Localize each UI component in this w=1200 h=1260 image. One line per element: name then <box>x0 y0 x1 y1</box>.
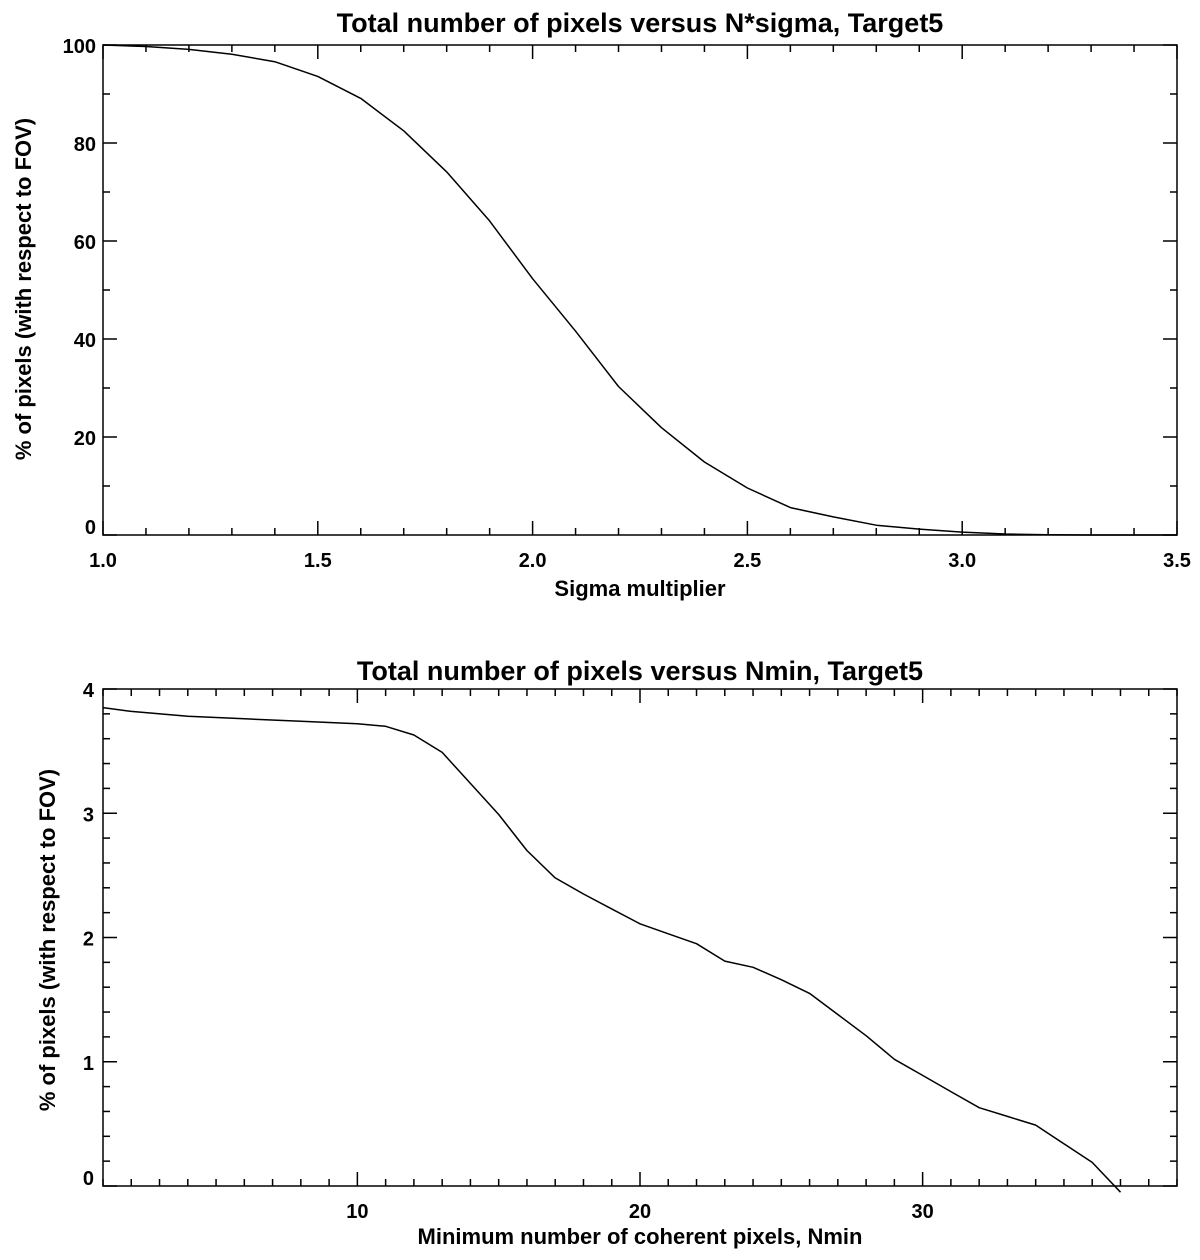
nmin-chart-x-tick-label: 10 <box>346 1201 368 1223</box>
nmin-chart-y-tick-label: 2 <box>83 929 94 951</box>
nmin-chart-x-tick-label: 20 <box>629 1201 651 1223</box>
nmin-chart-frame <box>102 688 1178 1187</box>
sigma-chart-y-tick-label: 0 <box>85 517 96 539</box>
nmin-chart-y-tick-label: 0 <box>83 1168 94 1190</box>
sigma-chart-y-tick-label: 80 <box>74 134 96 156</box>
nmin-chart-tick-labels: 10 20 30 0 1 2 3 4 <box>83 680 934 1223</box>
nmin-chart: Total number of pixels versus Nmin, Targ… <box>35 656 1178 1249</box>
sigma-chart-series <box>102 44 1177 536</box>
nmin-chart-y-axis-label: % of pixels (with respect to FOV) <box>35 769 60 1111</box>
nmin-chart-series-line-0 <box>102 706 1122 1193</box>
nmin-chart-y-tick-label: 4 <box>83 680 95 702</box>
sigma-chart-x-tick-label: 2.0 <box>519 550 547 572</box>
sigma-chart-frame <box>102 44 1178 536</box>
nmin-chart-x-axis-label: Minimum number of coherent pixels, Nmin <box>418 1224 863 1249</box>
nmin-chart-series <box>102 706 1122 1193</box>
sigma-chart-y-tick-label: 40 <box>74 330 96 352</box>
sigma-chart-x-tick-label: 1.0 <box>89 550 117 572</box>
sigma-chart-x-tick-label: 3.0 <box>948 550 976 572</box>
nmin-chart-ticks <box>102 688 1178 1187</box>
sigma-chart-y-tick-label: 100 <box>63 36 96 58</box>
sigma-chart-ticks <box>102 44 1178 536</box>
nmin-chart-y-tick-label: 1 <box>83 1053 94 1075</box>
sigma-chart-tick-labels: 1.0 1.5 2.0 2.5 3.0 3.5 0 20 40 60 80 100 <box>63 36 1191 572</box>
sigma-chart-title: Total number of pixels versus N*sigma, T… <box>337 8 944 38</box>
sigma-chart-x-tick-label: 3.5 <box>1163 550 1191 572</box>
nmin-chart-y-tick-label: 3 <box>83 804 94 826</box>
sigma-chart-x-axis-label: Sigma multiplier <box>554 576 726 601</box>
sigma-chart-y-tick-label: 20 <box>74 428 96 450</box>
sigma-chart-x-tick-label: 1.5 <box>304 550 332 572</box>
nmin-chart-x-tick-label: 30 <box>912 1201 934 1223</box>
sigma-chart-y-axis-label: % of pixels (with respect to FOV) <box>11 118 36 460</box>
sigma-chart-series-line-0 <box>102 44 1177 536</box>
sigma-chart: Total number of pixels versus N*sigma, T… <box>11 8 1191 601</box>
sigma-chart-x-tick-label: 2.5 <box>733 550 761 572</box>
nmin-chart-title: Total number of pixels versus Nmin, Targ… <box>357 656 923 686</box>
sigma-chart-y-tick-label: 60 <box>74 232 96 254</box>
